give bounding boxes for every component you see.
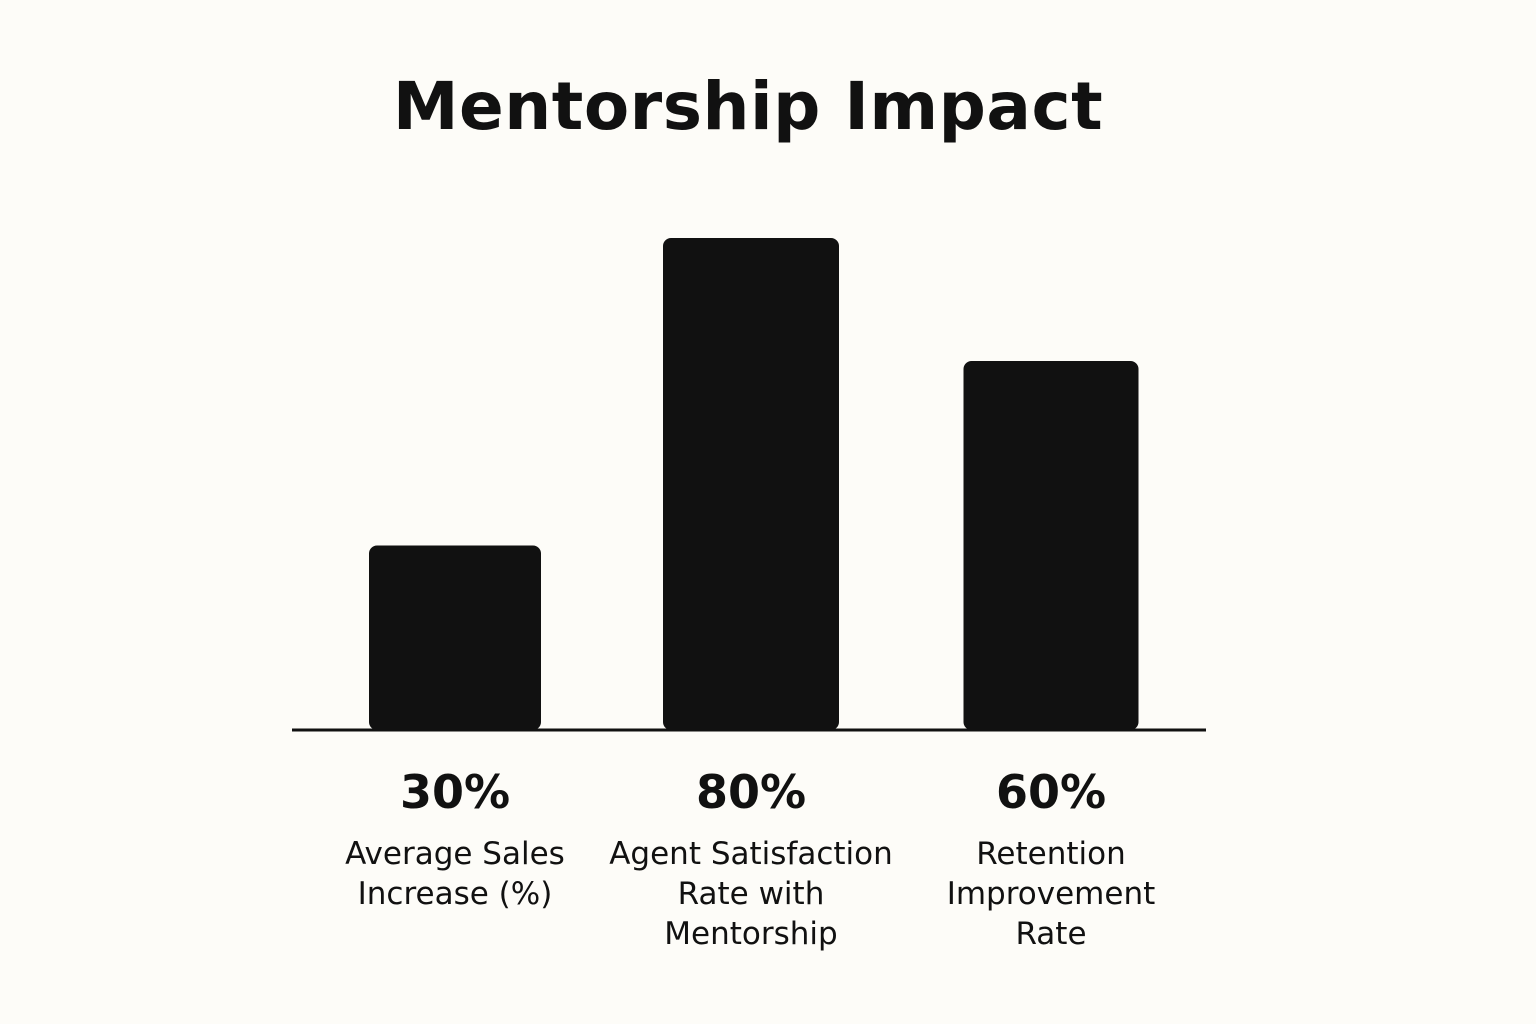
category-label-1-line-1: Average Sales	[345, 836, 565, 872]
value-label-3: 60%	[996, 765, 1106, 819]
bar-1	[369, 545, 541, 730]
category-label-1-line-2: Increase (%)	[358, 876, 553, 912]
value-label-2: 80%	[696, 765, 806, 819]
category-label-3-line-3: Rate	[1015, 916, 1086, 952]
value-label-1: 30%	[400, 765, 510, 819]
category-label-3-line-1: Retention	[976, 836, 1125, 872]
category-label-2-line-1: Agent Satisfaction	[609, 836, 893, 872]
bar-2	[663, 238, 839, 730]
category-label-3-line-2: Improvement	[947, 876, 1156, 912]
category-label-2-line-3: Mentorship	[664, 916, 837, 952]
chart-title: Mentorship Impact	[392, 68, 1104, 145]
bar-3	[963, 361, 1139, 730]
category-label-2-line-2: Rate with	[678, 876, 825, 912]
labels-group: 30% Average Sales Increase (%) 80% Agent Sat…	[345, 765, 1155, 952]
bars-group	[369, 238, 1139, 730]
